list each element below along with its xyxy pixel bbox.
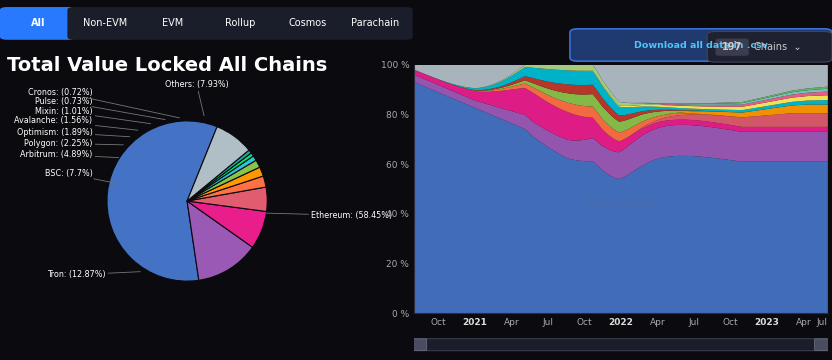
Wedge shape	[187, 153, 253, 201]
Text: Non-EVM: Non-EVM	[83, 18, 127, 28]
FancyBboxPatch shape	[408, 339, 832, 351]
Text: Tron: (12.87%): Tron: (12.87%)	[47, 270, 141, 279]
Wedge shape	[187, 127, 249, 201]
Text: All: All	[31, 18, 45, 28]
Wedge shape	[187, 201, 266, 247]
Wedge shape	[187, 176, 266, 201]
Text: Optimism: (1.89%): Optimism: (1.89%)	[17, 127, 130, 137]
Wedge shape	[187, 201, 253, 280]
Text: Rollup: Rollup	[225, 18, 255, 28]
Text: Mixin: (1.01%): Mixin: (1.01%)	[35, 107, 151, 124]
Wedge shape	[187, 160, 260, 201]
Text: EVM: EVM	[162, 18, 183, 28]
Text: Avalanche: (1.56%): Avalanche: (1.56%)	[14, 116, 138, 130]
Text: 197: 197	[722, 42, 742, 52]
Text: Pulse: (0.73%): Pulse: (0.73%)	[35, 97, 165, 120]
Wedge shape	[187, 187, 267, 212]
FancyBboxPatch shape	[412, 339, 427, 351]
Text: Ethereum: (58.45%): Ethereum: (58.45%)	[266, 211, 393, 220]
Wedge shape	[187, 150, 251, 201]
Wedge shape	[107, 121, 217, 281]
Text: Parachain: Parachain	[351, 18, 399, 28]
Text: Polygon: (2.25%): Polygon: (2.25%)	[24, 139, 123, 148]
Text: Cosmos: Cosmos	[289, 18, 326, 28]
Wedge shape	[187, 167, 263, 201]
FancyBboxPatch shape	[815, 339, 829, 351]
Text: Cronos: (0.72%): Cronos: (0.72%)	[27, 87, 180, 118]
Text: Download all data in .csv: Download all data in .csv	[634, 40, 768, 49]
Text: Chains  ⌄: Chains ⌄	[754, 42, 802, 52]
Text: Arbitrum: (4.89%): Arbitrum: (4.89%)	[20, 150, 119, 159]
Text: DefiLlama: DefiLlama	[586, 197, 656, 210]
Text: Total Value Locked All Chains: Total Value Locked All Chains	[7, 56, 327, 75]
Text: BSC: (7.7%): BSC: (7.7%)	[45, 169, 114, 183]
Wedge shape	[187, 156, 256, 201]
Text: Others: (7.93%): Others: (7.93%)	[165, 80, 229, 116]
